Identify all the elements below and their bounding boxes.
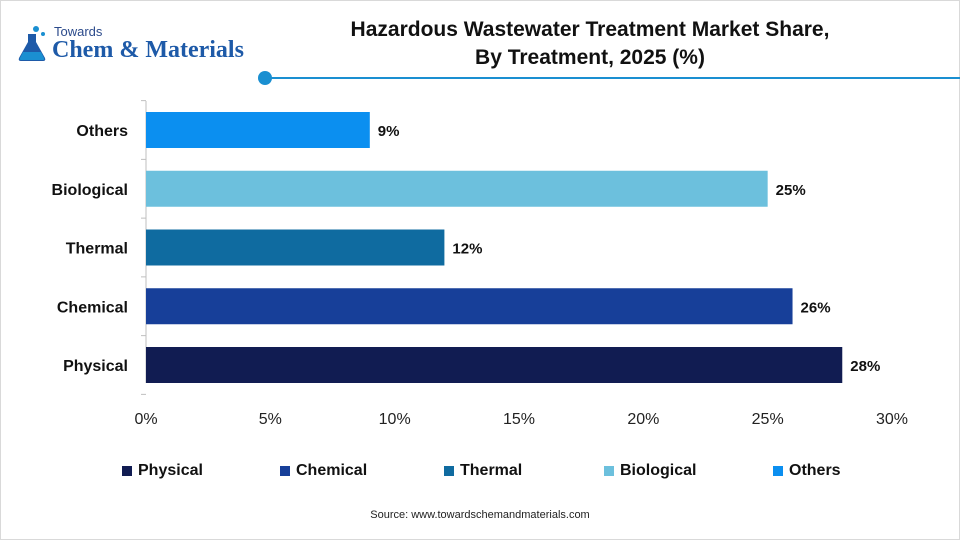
- x-tick-label: 0%: [134, 411, 157, 428]
- legend-item-physical: Physical: [122, 460, 203, 482]
- category-label: Physical: [63, 358, 128, 375]
- x-tick-label: 25%: [752, 411, 784, 428]
- legend-item-thermal: Thermal: [444, 460, 522, 482]
- title-rule: [270, 77, 960, 79]
- data-label: 25%: [776, 182, 806, 199]
- category-label: Thermal: [66, 241, 128, 258]
- x-tick-label: 15%: [503, 411, 535, 428]
- x-tick-label: 5%: [259, 411, 282, 428]
- brand-top-text: Towards: [54, 24, 103, 39]
- x-tick-label: 10%: [379, 411, 411, 428]
- data-label: 9%: [378, 123, 400, 140]
- legend-swatch: [122, 466, 132, 476]
- legend-label: Thermal: [460, 462, 523, 479]
- x-tick-label: 30%: [876, 411, 908, 428]
- source-note: Source: www.towardschemandmaterials.com: [370, 509, 590, 521]
- brand-logo: Towards Chem & Materials: [16, 20, 256, 70]
- category-label: Biological: [52, 182, 128, 199]
- bar-biological: [146, 170, 768, 207]
- bar-physical: [146, 347, 843, 383]
- brand-name: Chem & Materials: [52, 37, 244, 63]
- legend-item-chemical: Chemical: [280, 460, 367, 482]
- category-label: Others: [76, 123, 128, 140]
- legend-swatch: [604, 466, 614, 476]
- title-rule-dot: [258, 71, 272, 85]
- bar-thermal: [146, 229, 445, 266]
- chart-title: Hazardous Wastewater Treatment Market Sh…: [290, 16, 890, 72]
- bar-others: [146, 112, 370, 148]
- data-label: 12%: [452, 241, 482, 258]
- chart-title-line2: By Treatment, 2025 (%): [475, 46, 705, 69]
- legend-item-biological: Biological: [604, 460, 696, 482]
- data-label: 26%: [801, 299, 831, 316]
- legend-label: Physical: [138, 462, 203, 479]
- legend-item-others: Others: [773, 460, 841, 482]
- chart-legend: Physical Chemical Thermal Biological Others: [0, 460, 960, 482]
- legend-swatch: [280, 466, 290, 476]
- chart-title-line1: Hazardous Wastewater Treatment Market Sh…: [350, 18, 830, 41]
- legend-label: Chemical: [296, 462, 368, 479]
- x-tick-label: 20%: [627, 411, 659, 428]
- data-label: 28%: [850, 358, 880, 375]
- legend-swatch: [444, 466, 454, 476]
- flask-logo-icon: [18, 26, 46, 61]
- legend-swatch: [773, 466, 783, 476]
- bar-chemical: [146, 288, 793, 325]
- legend-label: Others: [789, 462, 841, 479]
- category-label: Chemical: [57, 299, 128, 316]
- legend-label: Biological: [620, 462, 697, 479]
